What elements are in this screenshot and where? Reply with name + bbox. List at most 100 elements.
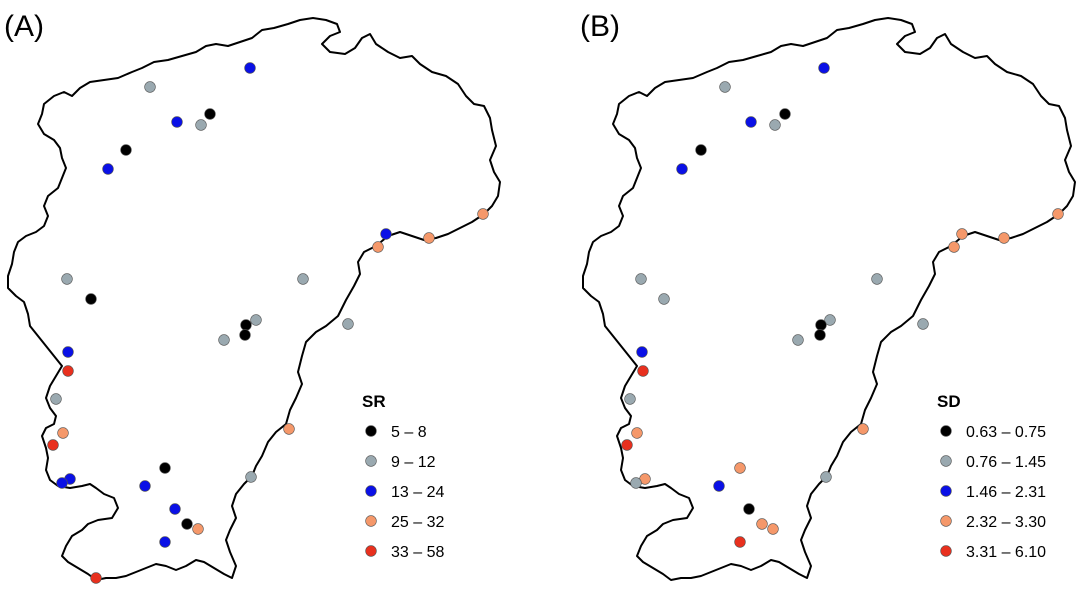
site-marker [635, 273, 647, 285]
legend-item: 9 – 12 [365, 454, 436, 471]
legend-swatch [940, 545, 952, 557]
legend-item: 1.46 – 2.31 [940, 484, 1046, 501]
legend-label: 25 – 32 [391, 514, 444, 531]
legend-item: 25 – 32 [365, 514, 444, 531]
site-marker [857, 423, 869, 435]
legend-label: 13 – 24 [391, 484, 444, 501]
site-marker [824, 314, 836, 326]
site-marker [159, 536, 171, 548]
site-marker [998, 232, 1010, 244]
site-marker [245, 471, 257, 483]
legend-label: 5 – 8 [391, 424, 427, 441]
legend-label: 2.32 – 3.30 [966, 514, 1046, 531]
legend-item: 13 – 24 [365, 484, 444, 501]
site-marker [144, 81, 156, 93]
site-marker [767, 523, 779, 535]
site-marker [792, 334, 804, 346]
site-marker [719, 81, 731, 93]
legend-item: 0.63 – 0.75 [940, 424, 1046, 441]
site-marker [218, 334, 230, 346]
site-marker [477, 208, 489, 220]
site-marker [244, 62, 256, 74]
legend-title: SD [937, 392, 961, 411]
site-marker [814, 329, 826, 341]
legend-label: 9 – 12 [391, 454, 436, 471]
region-outline [582, 17, 1076, 581]
site-marker [658, 293, 670, 305]
legend-label: 33 – 58 [391, 544, 444, 561]
legend-swatch [365, 485, 377, 497]
site-marker [283, 423, 295, 435]
site-marker [62, 365, 74, 377]
legend-title: SR [362, 392, 386, 411]
site-marker [159, 462, 171, 474]
legend-item: 33 – 58 [365, 544, 444, 561]
legend-swatch [940, 485, 952, 497]
site-marker [380, 228, 392, 240]
site-marker [342, 318, 354, 330]
site-marker [734, 462, 746, 474]
site-marker [192, 523, 204, 535]
site-marker [630, 477, 642, 489]
legend: SR 5 – 8 9 – 12 13 – 24 25 – 32 33 – 58 [362, 392, 444, 561]
site-marker [734, 536, 746, 548]
site-marker [1052, 208, 1064, 220]
site-marker [676, 163, 688, 175]
site-marker [636, 346, 648, 358]
site-marker [62, 346, 74, 358]
legend-item: 0.76 – 1.45 [940, 454, 1046, 471]
legend-swatch [365, 515, 377, 527]
site-marker [818, 62, 830, 74]
site-marker [90, 572, 102, 584]
site-marker [195, 119, 207, 131]
legend-label: 1.46 – 2.31 [966, 484, 1046, 501]
legend-swatch [365, 455, 377, 467]
legend-label: 0.63 – 0.75 [966, 424, 1046, 441]
legend: SD 0.63 – 0.75 0.76 – 1.45 1.46 – 2.31 2.32… [937, 392, 1046, 561]
site-marker [139, 480, 151, 492]
site-marker [423, 232, 435, 244]
site-marker [820, 471, 832, 483]
site-marker [372, 241, 384, 253]
site-marker [637, 365, 649, 377]
site-marker [297, 273, 309, 285]
site-marker [250, 314, 262, 326]
legend-item: 5 – 8 [365, 424, 427, 441]
site-marker [621, 439, 633, 451]
site-marker [56, 477, 68, 489]
panel-b: (B) SD 0.63 – 0.75 0.76 – 1.45 1.46 – 2.31… [580, 10, 1076, 581]
legend-swatch [940, 455, 952, 467]
panel-a-label: (A) [4, 10, 44, 43]
site-marker [948, 241, 960, 253]
site-marker [695, 144, 707, 156]
site-marker [47, 439, 59, 451]
legend-swatch [365, 545, 377, 557]
site-marker [169, 503, 181, 515]
site-marker [779, 108, 791, 120]
legend-swatch [365, 425, 377, 437]
site-markers [621, 62, 1064, 548]
site-marker [917, 318, 929, 330]
legend-swatch [940, 515, 952, 527]
legend-item: 3.31 – 6.10 [940, 544, 1046, 561]
site-marker [871, 273, 883, 285]
site-marker [85, 293, 97, 305]
site-marker [956, 228, 968, 240]
legend-item: 2.32 – 3.30 [940, 514, 1046, 531]
site-marker [769, 119, 781, 131]
site-marker [102, 163, 114, 175]
site-markers [47, 62, 489, 584]
site-marker [624, 393, 636, 405]
site-marker [181, 518, 193, 530]
site-marker [745, 116, 757, 128]
site-marker [240, 319, 252, 331]
site-marker [756, 518, 768, 530]
site-marker [61, 273, 73, 285]
legend-label: 0.76 – 1.45 [966, 454, 1046, 471]
site-marker [743, 503, 755, 515]
legend-swatch [940, 425, 952, 437]
site-marker [815, 319, 827, 331]
panel-b-label: (B) [580, 10, 620, 43]
site-marker [204, 108, 216, 120]
